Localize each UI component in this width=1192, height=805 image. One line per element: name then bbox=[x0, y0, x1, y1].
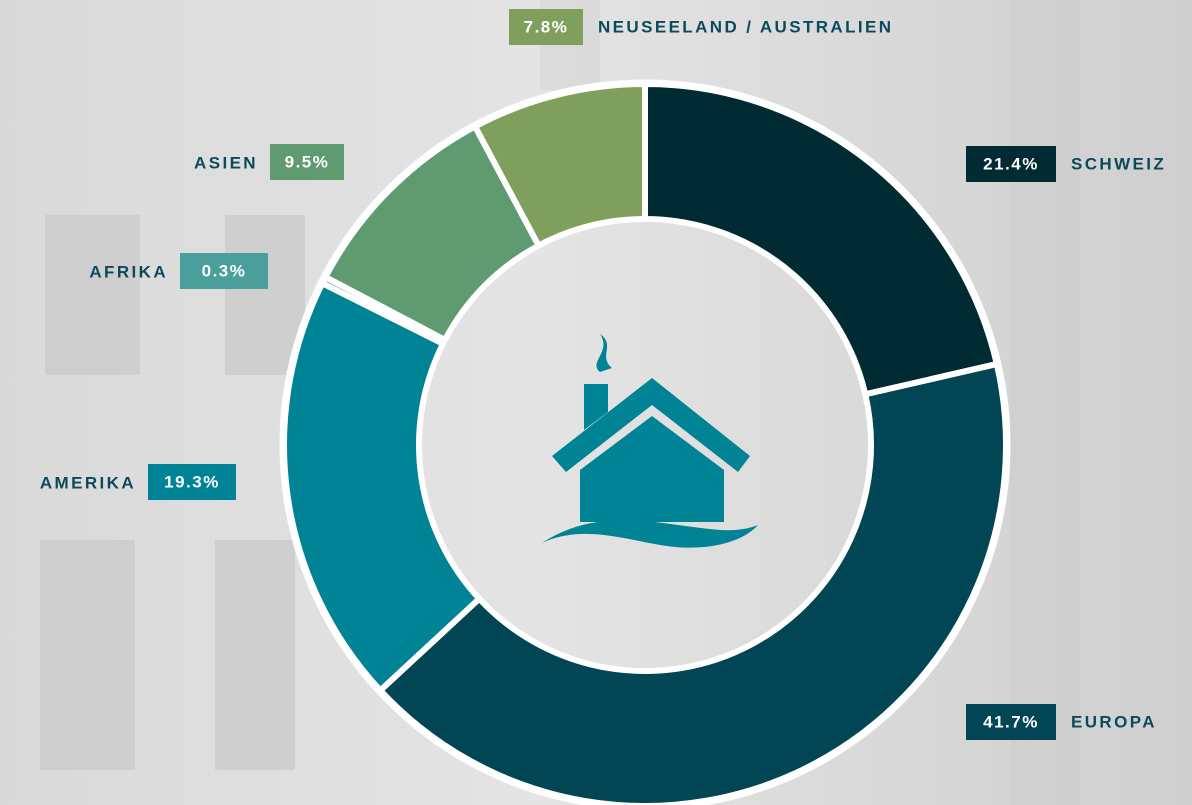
labels: 21.4% SCHWEIZ 41.7% EUROPA 19.3% AMERIKA 0.3% A… bbox=[40, 9, 1166, 740]
donut-outline bbox=[279, 79, 1011, 805]
value-label: 21.4% bbox=[983, 154, 1039, 173]
value-label: 7.8% bbox=[524, 17, 569, 36]
value-label: 9.5% bbox=[285, 152, 330, 171]
value-label-box bbox=[509, 9, 583, 45]
category-label: ASIEN bbox=[194, 153, 258, 172]
value-label-box bbox=[180, 253, 268, 289]
category-label: AFRIKA bbox=[89, 262, 168, 281]
value-label-box bbox=[148, 464, 236, 500]
category-label: NEUSEELAND / AUSTRALIEN bbox=[598, 17, 893, 36]
value-label: 0.3% bbox=[202, 261, 247, 280]
category-label: AMERIKA bbox=[40, 473, 136, 492]
value-label-box bbox=[966, 146, 1056, 182]
donut bbox=[279, 79, 1011, 805]
value-label-box bbox=[270, 144, 344, 180]
category-label: EUROPA bbox=[1071, 712, 1157, 731]
value-label-box bbox=[966, 704, 1056, 740]
house-icon bbox=[542, 334, 758, 548]
value-label: 19.3% bbox=[164, 472, 220, 491]
category-label: SCHWEIZ bbox=[1071, 154, 1166, 173]
background-windows bbox=[40, 0, 1080, 805]
value-label: 41.7% bbox=[983, 712, 1039, 731]
